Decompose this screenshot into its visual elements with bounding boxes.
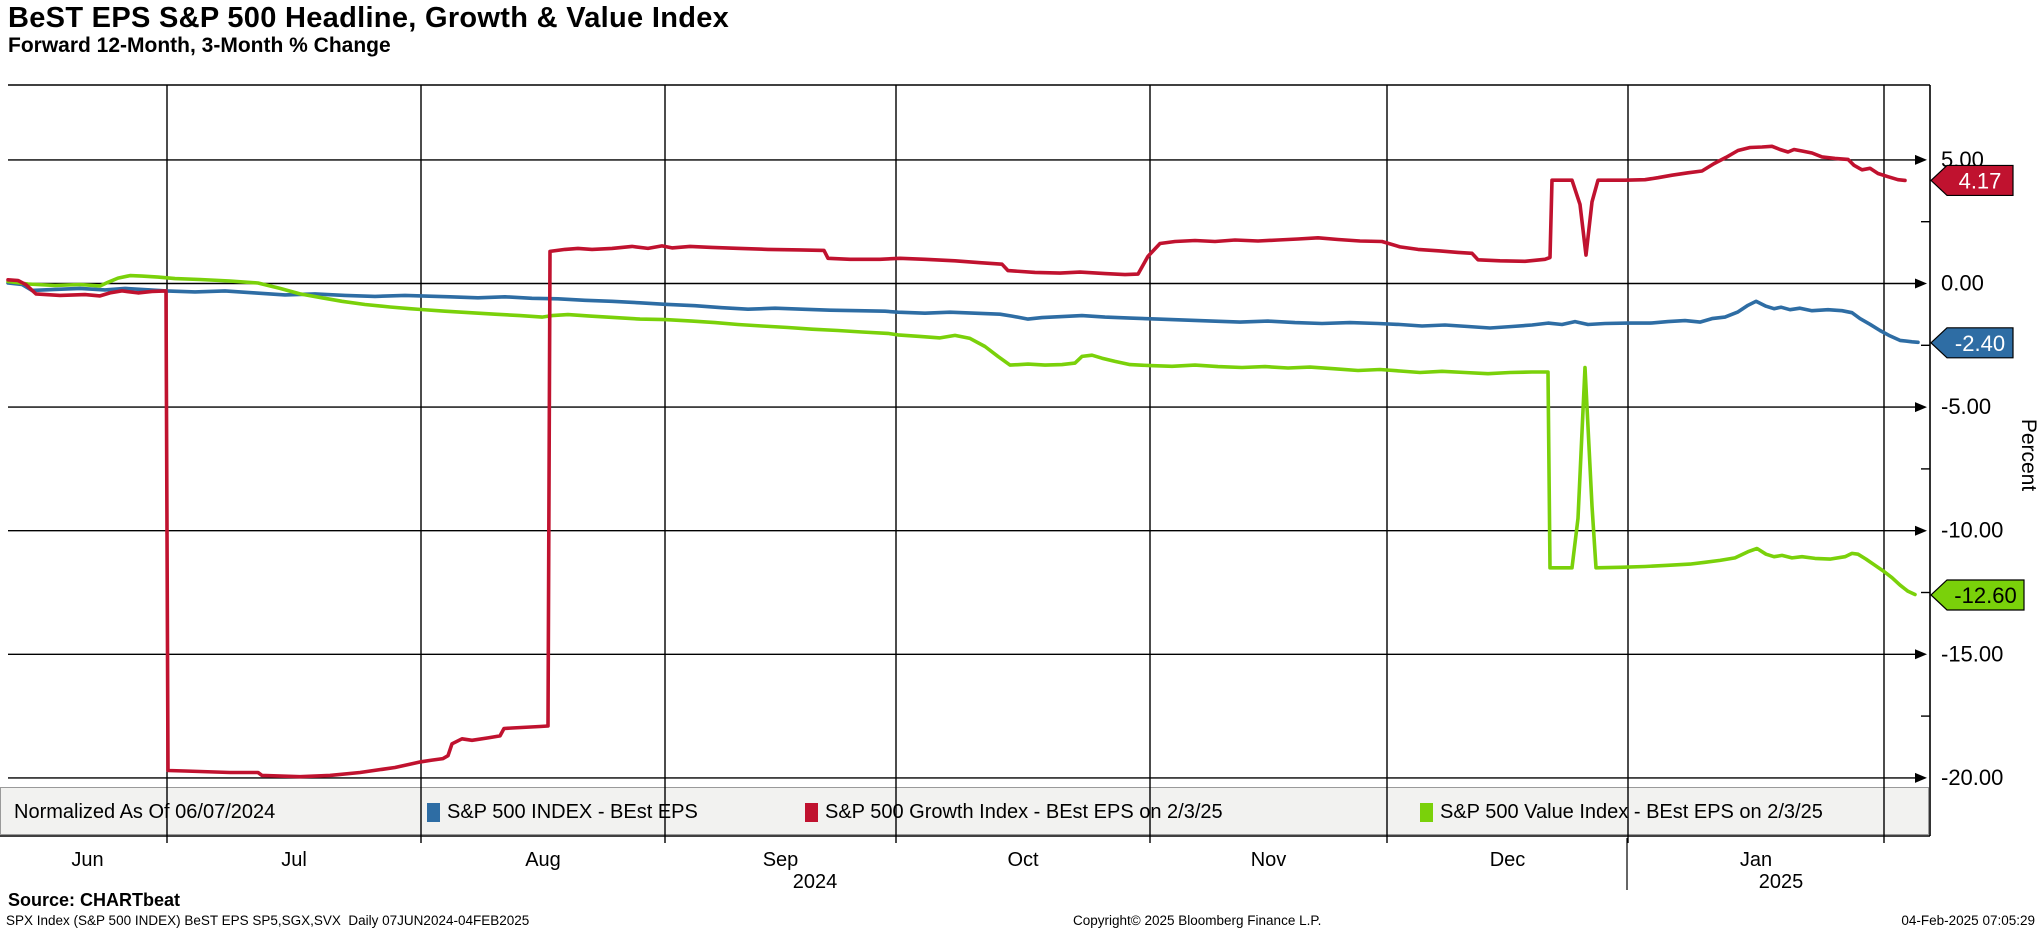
x-axis-month-label: Jun [71,849,103,871]
series-line-2 [6,273,1917,597]
y-axis-tick-label: -20.00 [1941,765,2003,790]
legend-label: S&P 500 INDEX - BEst EPS [447,800,698,823]
series-line-1 [6,144,1907,779]
normalized-as-of-text: Normalized As Of 06/07/2024 [14,800,276,823]
legend-item-value-index[interactable]: S&P 500 Value Index - BEst EPS on 2/3/25 [1420,798,1823,826]
x-axis-month-label: Dec [1490,849,1526,871]
value-index-swatch [1420,802,1433,822]
y-axis-tick-label: -15.00 [1941,641,2003,666]
x-axis-month-label: Jul [281,849,307,871]
page-title: BeST EPS S&P 500 Headline, Growth & Valu… [8,2,730,34]
end-value-badge-1 [1930,164,2014,197]
y-axis-tick-label: -10.00 [1941,518,2003,543]
gridline-arrowhead [1915,278,1927,289]
source-label: Source: CHARTbeat [8,890,181,910]
legend-item-growth-index[interactable]: S&P 500 Growth Index - BEst EPS on 2/3/2… [805,798,1223,826]
x-axis-month-label: Oct [1007,849,1039,871]
x-axis-month-label: Jan [1740,849,1772,871]
gridline-arrowhead [1915,525,1927,536]
sp500-index-swatch [427,802,440,822]
end-value-label-1: 4.17 [1959,168,2002,193]
end-value-badge-0 [1930,327,2014,359]
gridline-arrowhead [1915,649,1927,660]
legend-strip [0,787,1929,835]
y-axis-tick-label: 0.00 [1941,271,1984,296]
growth-index-swatch [805,802,818,822]
x-axis-year-label: 2024 [793,871,838,893]
series-line-0 [6,281,1920,345]
gridline-arrowhead [1915,772,1927,783]
legend-label: S&P 500 Growth Index - BEst EPS on 2/3/2… [825,800,1223,823]
x-axis-month-label: Nov [1251,849,1287,871]
x-axis-month-label: Sep [763,849,799,871]
x-axis-month-label: Aug [525,849,561,871]
legend-normalized-label: Normalized As Of 06/07/2024 [14,798,275,826]
ticker-info-line: SPX Index (S&P 500 INDEX) BeST EPS SP5,S… [6,913,530,928]
page-subtitle: Forward 12-Month, 3-Month % Change [8,34,391,57]
x-axis-year-label: 2025 [1759,871,1804,893]
end-value-label-0: -2.40 [1955,331,2005,356]
legend-label: S&P 500 Value Index - BEst EPS on 2/3/25 [1440,800,1823,823]
gridline-arrowhead [1915,154,1927,165]
y-axis-tick-label: -5.00 [1941,394,1991,419]
end-value-label-2: -12.60 [1954,583,2016,608]
y-axis-tick-label: 5.00 [1941,147,1984,172]
timestamp-text: 04-Feb-2025 07:05:29 [1901,913,2035,928]
y-axis-title: Percent [2017,419,2040,492]
gridline-arrowhead [1915,402,1927,413]
legend-item-sp500-index[interactable]: S&P 500 INDEX - BEst EPS [427,798,698,826]
end-value-badge-2 [1930,579,2025,611]
copyright-text: Copyright© 2025 Bloomberg Finance L.P. [1073,913,1322,928]
